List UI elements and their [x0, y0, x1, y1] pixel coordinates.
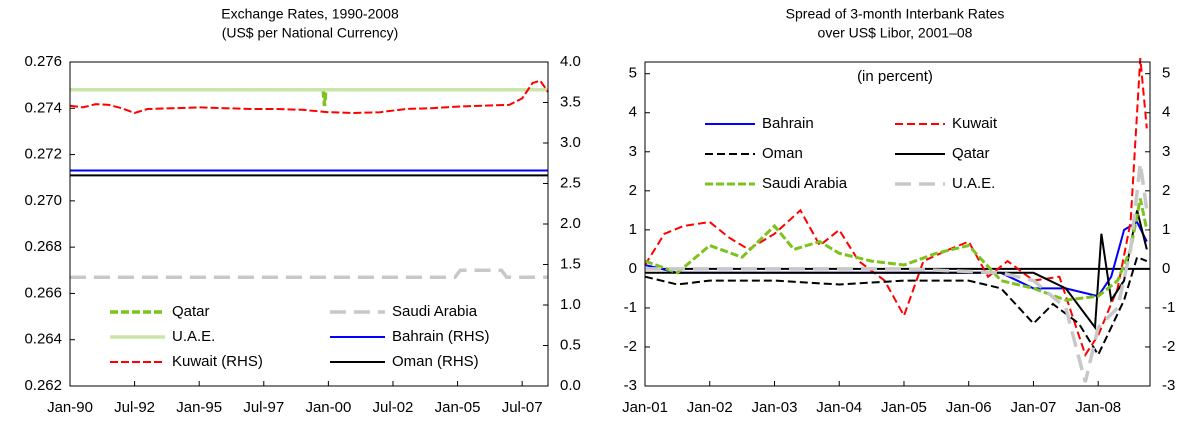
y-tick-label: 1	[629, 221, 637, 238]
y-tick-label: 4	[629, 104, 637, 121]
y-tick-label: 2	[629, 182, 637, 199]
x-tick-label: Jan-07	[1011, 399, 1057, 416]
series-line	[69, 79, 549, 115]
x-tick-label: Jan-05	[435, 399, 481, 416]
x-tick-label: Jul-97	[243, 399, 284, 416]
y-tick-label: 0.268	[24, 238, 62, 255]
y2-tick-label: -1	[1162, 299, 1175, 316]
x-tick-label: Jan-03	[752, 399, 798, 416]
x-tick-label: Jan-00	[305, 399, 351, 416]
y-tick-label: 3	[629, 143, 637, 160]
y-tick-label: 0	[629, 260, 637, 277]
y-tick-label: -1	[624, 299, 637, 316]
y2-tick-label: 1.5	[560, 255, 581, 272]
y-tick-label: 0.262	[24, 377, 62, 394]
y2-tick-label: 2.5	[560, 174, 581, 191]
legend-label: Bahrain (RHS)	[392, 328, 490, 345]
legend-label: Qatar	[172, 303, 210, 320]
series-line	[644, 58, 1148, 358]
x-tick-label: Jan-95	[176, 399, 222, 416]
y-tick-label: 0.270	[24, 192, 62, 209]
y2-tick-label: 1.0	[560, 296, 581, 313]
legend-label: Oman	[762, 145, 803, 162]
x-tick-label: Jan-90	[47, 399, 93, 416]
legend-label: Saudi Arabia	[762, 175, 848, 192]
legend-label: Oman (RHS)	[392, 353, 479, 370]
y2-tick-label: 2	[1162, 182, 1170, 199]
x-tick-label: Jan-05	[881, 399, 927, 416]
legend-label: Saudi Arabia	[392, 303, 478, 320]
series-line	[70, 268, 548, 279]
x-tick-label: Jan-04	[816, 399, 862, 416]
y2-tick-label: 0.0	[560, 377, 581, 394]
chart-title: Exchange Rates, 1990-2008	[221, 6, 399, 22]
series-line	[645, 210, 1148, 331]
chart-subtitle: (US$ per National Currency)	[222, 25, 399, 41]
series-line	[645, 163, 1149, 383]
y2-tick-label: 0	[1162, 260, 1170, 277]
legend-label: Qatar	[952, 145, 990, 162]
y2-tick-label: -2	[1162, 338, 1175, 355]
y2-tick-label: 3.0	[560, 134, 581, 151]
y-tick-label: 0.266	[24, 284, 62, 301]
chart-subtitle: over US$ Libor, 2001–08	[818, 25, 973, 41]
legend-label: Kuwait (RHS)	[172, 353, 263, 370]
y-tick-label: -2	[624, 338, 637, 355]
x-tick-label: Jul-02	[373, 399, 414, 416]
x-tick-label: Jan-06	[946, 399, 992, 416]
y-tick-label: 0.274	[24, 99, 62, 116]
x-tick-label: Jul-92	[114, 399, 155, 416]
y2-tick-label: 3.5	[560, 93, 581, 110]
x-tick-label: Jul-07	[502, 399, 543, 416]
x-tick-label: Jan-02	[687, 399, 733, 416]
y-tick-label: -3	[624, 377, 637, 394]
y2-tick-label: 5	[1162, 65, 1170, 82]
y2-tick-label: 4.0	[560, 53, 581, 70]
y-tick-label: 5	[629, 65, 637, 82]
y2-tick-label: 1	[1162, 221, 1170, 238]
legend-label: Kuwait	[952, 115, 998, 132]
series-line	[70, 88, 548, 107]
series-line	[644, 220, 1148, 298]
annotation: (in percent)	[857, 68, 933, 85]
y2-tick-label: 0.5	[560, 336, 581, 353]
legend-label: U.A.E.	[952, 175, 995, 192]
y-tick-label: 0.272	[24, 146, 62, 163]
chart-title: Spread of 3-month Interbank Rates	[786, 6, 1005, 22]
x-tick-label: Jan-08	[1075, 399, 1121, 416]
y2-tick-label: 2.0	[560, 215, 581, 232]
y2-tick-label: -3	[1162, 377, 1175, 394]
legend-label: U.A.E.	[172, 328, 215, 345]
plot-frame	[644, 61, 1151, 387]
y2-tick-label: 4	[1162, 104, 1170, 121]
y2-tick-label: 3	[1162, 143, 1170, 160]
plot-frame	[69, 61, 549, 387]
y-tick-label: 0.264	[24, 331, 62, 348]
y-tick-label: 0.276	[24, 53, 62, 70]
legend-label: Bahrain	[762, 115, 814, 132]
series-line	[644, 255, 1148, 357]
series-line	[644, 198, 1149, 302]
x-tick-label: Jan-01	[622, 399, 668, 416]
